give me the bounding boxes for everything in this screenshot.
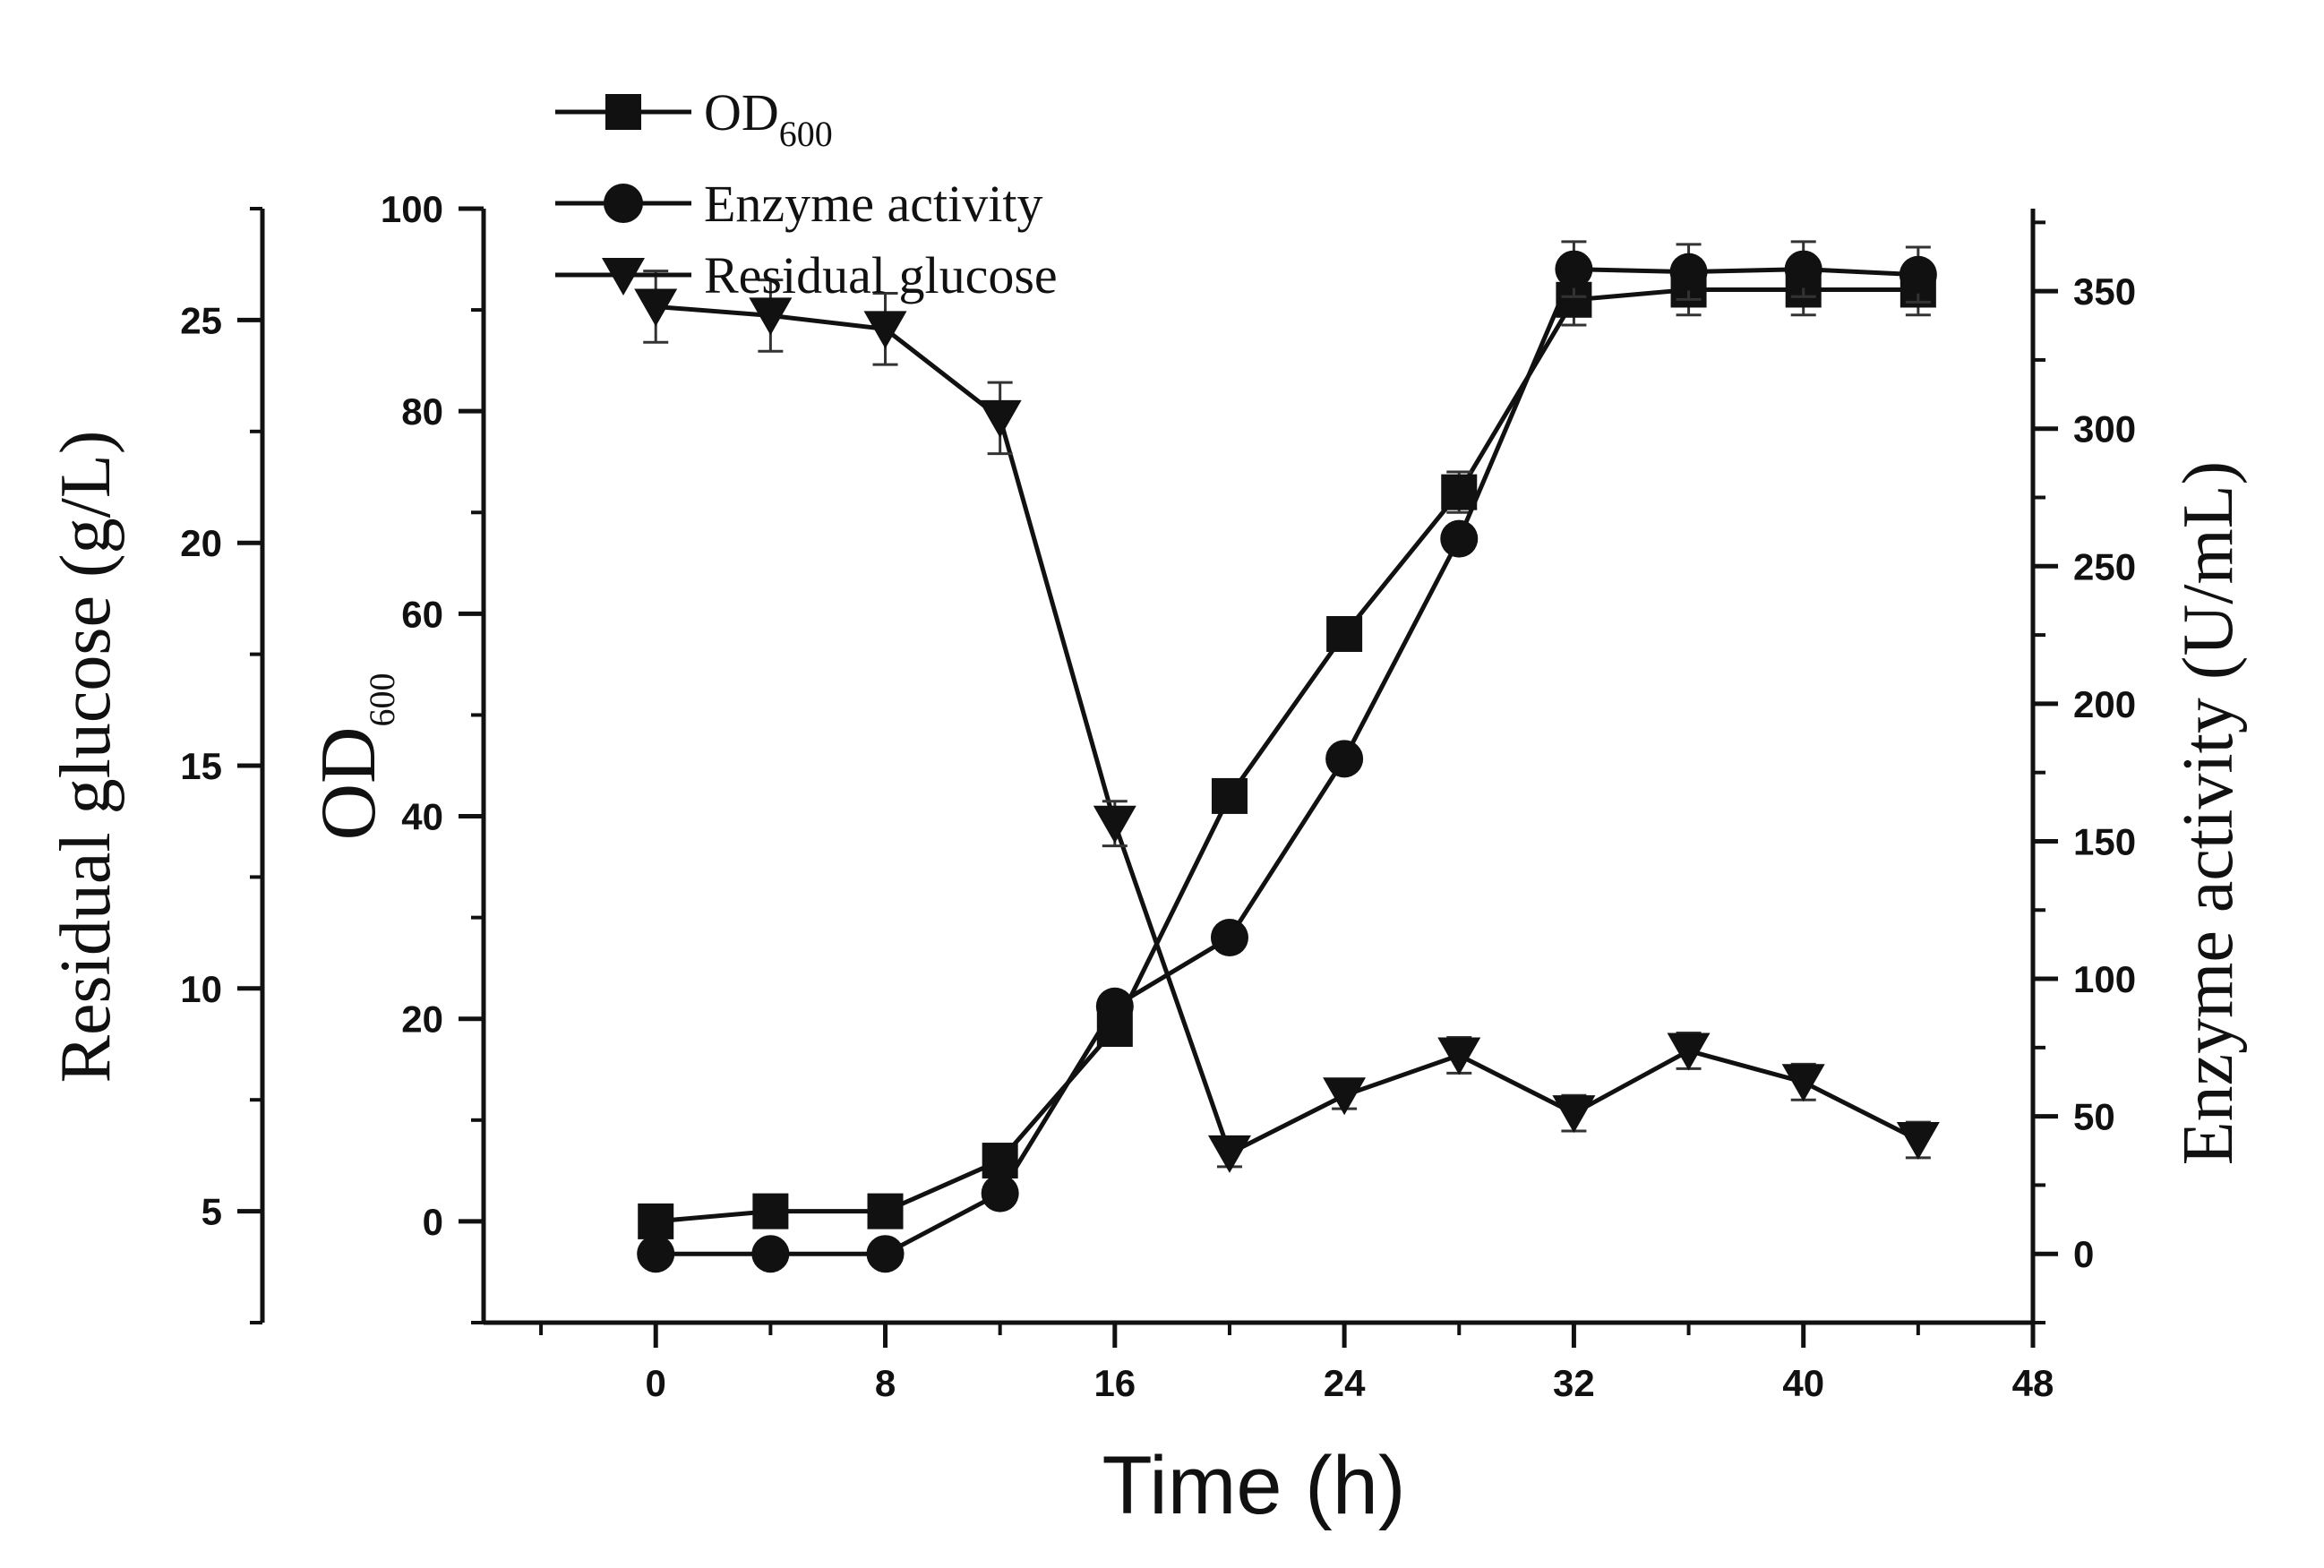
enzyme-activity-point bbox=[1210, 918, 1248, 956]
residual-glucose-point bbox=[1323, 1077, 1367, 1116]
enzyme-axis-tick-label: 300 bbox=[2073, 408, 2136, 450]
x-axis-tick-label: 8 bbox=[875, 1362, 896, 1404]
x-axis-tick-label: 24 bbox=[1324, 1362, 1366, 1404]
od600-point bbox=[1441, 474, 1478, 510]
glucose-axis-tick-label: 5 bbox=[202, 1191, 222, 1233]
od600-point bbox=[638, 1203, 674, 1239]
enzyme-axis-tick-label: 50 bbox=[2073, 1096, 2115, 1138]
legend-square-marker bbox=[605, 94, 641, 130]
residual-glucose-line bbox=[656, 304, 1919, 1157]
od600-point bbox=[867, 1193, 904, 1230]
enzyme-activity-point bbox=[751, 1235, 790, 1273]
residual-glucose-point bbox=[978, 399, 1022, 438]
residual-glucose-point bbox=[749, 297, 793, 336]
enzyme-axis-tick-label: 250 bbox=[2073, 545, 2136, 587]
enzyme-activity-point bbox=[981, 1174, 1019, 1212]
od-axis-tick-label: 80 bbox=[401, 390, 443, 433]
x-axis-tick-label: 16 bbox=[1093, 1362, 1136, 1404]
residual-glucose-point bbox=[1552, 1095, 1596, 1134]
legend-label-enzyme-activity: Enzyme activity bbox=[704, 175, 1042, 233]
enzyme-activity-point bbox=[1899, 255, 1937, 294]
legend-label-residual-glucose: Residual glucose bbox=[704, 246, 1058, 304]
od-axis-tick-label: 100 bbox=[381, 188, 443, 230]
glucose-axis-tick-label: 10 bbox=[180, 968, 222, 1010]
enzyme-axis-tick-label: 200 bbox=[2073, 683, 2136, 725]
od-axis-tick-label: 40 bbox=[401, 796, 443, 838]
enzyme-axis-tick-label: 0 bbox=[2073, 1233, 2094, 1275]
residual-glucose-point bbox=[634, 288, 678, 327]
glucose-axis-tick-label: 20 bbox=[180, 522, 222, 564]
legend-label-od600: OD600 bbox=[704, 83, 833, 154]
legend-item-enzyme-activity: Enzyme activity bbox=[555, 175, 1042, 233]
enzyme-activity-point bbox=[1440, 519, 1479, 558]
glucose-axis-tick-label: 25 bbox=[180, 299, 222, 341]
od-axis-title: OD600 bbox=[305, 673, 402, 840]
enzyme-axis-tick-label: 350 bbox=[2073, 270, 2136, 313]
enzyme-activity-point bbox=[866, 1235, 905, 1273]
enzyme-activity-point bbox=[637, 1235, 675, 1273]
enzyme-activity-point bbox=[1784, 250, 1822, 288]
glucose-axis: 5 10 15 20 25 bbox=[180, 207, 265, 1324]
legend-triangle-marker bbox=[602, 258, 645, 296]
plot-frame bbox=[481, 209, 2033, 1325]
glucose-axis-title: Residual glucose (g/L) bbox=[47, 431, 125, 1084]
x-axis-tick-label: 40 bbox=[1782, 1362, 1824, 1404]
x-axis: 0 8 16 24 32 40 48 bbox=[539, 1323, 2054, 1404]
od-axis-tick-label: 20 bbox=[401, 998, 443, 1041]
legend-label-od600-main: OD bbox=[704, 83, 779, 141]
x-axis-title: Time (h) bbox=[1102, 1440, 1405, 1531]
residual-glucose-point bbox=[1207, 1135, 1251, 1173]
series-residual-glucose bbox=[634, 270, 1940, 1173]
enzyme-activity-point bbox=[1669, 253, 1708, 291]
residual-glucose-point bbox=[863, 311, 907, 349]
residual-glucose-point bbox=[1093, 805, 1136, 844]
od-axis-title-main: OD bbox=[305, 726, 392, 840]
od600-point bbox=[752, 1193, 789, 1230]
series-enzyme-activity bbox=[637, 240, 1937, 1273]
legend-item-residual-glucose: Residual glucose bbox=[555, 246, 1058, 304]
od600-line bbox=[656, 287, 1918, 1224]
x-axis-tick-label: 32 bbox=[1553, 1362, 1595, 1404]
enzyme-axis: 0 50 100 150 200 250 300 350 bbox=[2030, 209, 2136, 1324]
od-axis: 0 20 40 60 80 100 bbox=[381, 188, 484, 1324]
od600-point bbox=[1326, 615, 1363, 652]
od-axis-title-sub: 600 bbox=[362, 673, 402, 726]
enzyme-axis-tick-label: 100 bbox=[2073, 958, 2136, 1000]
legend-label-od600-sub: 600 bbox=[779, 114, 833, 154]
legend: OD600 Enzyme activity Residual glucose bbox=[555, 83, 1058, 304]
enzyme-axis-tick-label: 150 bbox=[2073, 820, 2136, 862]
residual-glucose-point bbox=[1667, 1032, 1711, 1071]
od-axis-tick-label: 0 bbox=[423, 1201, 443, 1243]
residual-glucose-point bbox=[1896, 1121, 1940, 1160]
x-axis-tick-label: 48 bbox=[2012, 1362, 2054, 1404]
residual-glucose-point bbox=[1781, 1064, 1825, 1102]
enzyme-activity-point bbox=[1555, 250, 1593, 288]
enzyme-axis-title: Enzyme activity (U/mL) bbox=[2169, 461, 2248, 1165]
od-axis-tick-label: 60 bbox=[401, 593, 443, 635]
od600-point bbox=[1211, 777, 1248, 814]
glucose-axis-tick-label: 15 bbox=[180, 745, 222, 787]
series-layer bbox=[634, 240, 1940, 1273]
residual-glucose-point bbox=[1437, 1037, 1481, 1075]
enzyme-activity-line bbox=[656, 267, 1918, 1256]
x-axis-tick-label: 0 bbox=[646, 1362, 666, 1404]
enzyme-activity-point bbox=[1095, 987, 1134, 1025]
legend-circle-marker bbox=[604, 184, 643, 223]
enzyme-activity-point bbox=[1325, 740, 1364, 778]
series-od600 bbox=[638, 262, 1936, 1239]
legend-item-od600: OD600 bbox=[555, 83, 833, 154]
